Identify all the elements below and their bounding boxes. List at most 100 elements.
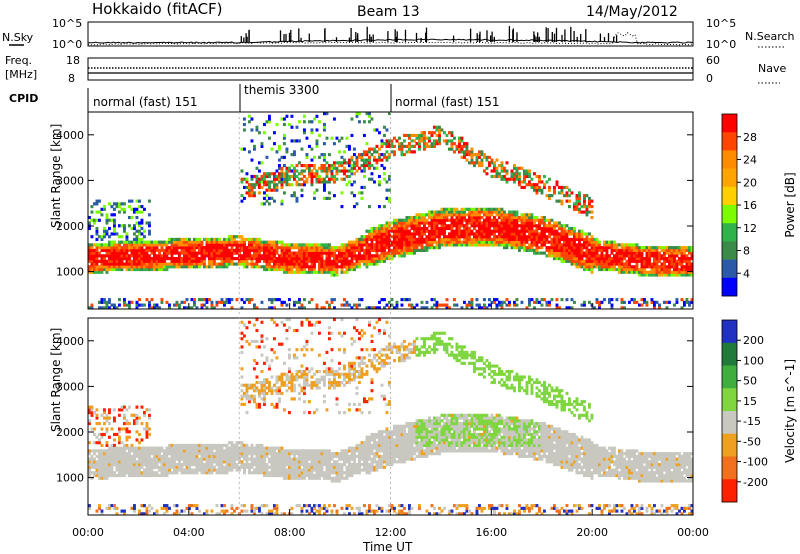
- heatmap-cell: [520, 235, 524, 239]
- heatmap-cell: [348, 267, 351, 272]
- heatmap-cell: [640, 257, 644, 261]
- heatmap-cell: [138, 460, 141, 464]
- heatmap-cell: [95, 435, 99, 439]
- heatmap-cell: [588, 237, 591, 241]
- heatmap-cell: [203, 452, 206, 456]
- heatmap-cell: [155, 267, 159, 272]
- heatmap-cell: [653, 262, 656, 266]
- heatmap-cell: [468, 210, 471, 214]
- heatmap-cell: [258, 169, 261, 173]
- heatmap-cell: [375, 246, 379, 250]
- heatmap-cell: [525, 172, 529, 176]
- heatmap-cell: [563, 224, 566, 228]
- heatmap-cell: [573, 237, 576, 241]
- heatmap-cell: [485, 215, 489, 220]
- heatmap-cell: [460, 232, 464, 236]
- heatmap-cell: [155, 471, 159, 475]
- heatmap-cell: [505, 177, 509, 181]
- heatmap-cell: [293, 194, 296, 198]
- heatmap-cell: [103, 248, 106, 252]
- heatmap-cell: [140, 246, 144, 250]
- heatmap-cell: [125, 443, 129, 447]
- heatmap-cell: [180, 463, 184, 467]
- heatmap-cell: [553, 226, 556, 231]
- colorbar-swatch: [722, 259, 737, 279]
- heatmap-cell: [393, 306, 396, 310]
- heatmap-cell: [280, 251, 284, 255]
- heatmap-cell: [328, 259, 331, 263]
- heatmap-cell: [573, 300, 576, 304]
- heatmap-cell: [110, 504, 114, 508]
- heatmap-cell: [493, 215, 496, 220]
- heatmap-cell: [498, 226, 501, 231]
- heatmap-cell: [220, 449, 224, 453]
- heatmap-cell: [365, 150, 369, 154]
- heatmap-cell: [390, 257, 394, 261]
- heatmap-cell: [225, 248, 229, 252]
- heatmap-cell: [130, 262, 134, 266]
- heatmap-cell: [278, 172, 281, 176]
- heatmap-cell: [353, 243, 356, 247]
- heatmap-cell: [253, 265, 256, 269]
- heatmap-cell: [263, 259, 266, 263]
- heatmap-cell: [448, 226, 451, 231]
- heatmap-cell: [643, 248, 646, 252]
- heatmap-cell: [333, 166, 336, 170]
- heatmap-cell: [460, 144, 464, 148]
- heatmap-cell: [270, 265, 274, 269]
- heatmap-cell: [580, 303, 584, 307]
- heatmap-cell: [403, 235, 406, 239]
- heatmap-cell: [205, 512, 209, 516]
- heatmap-cell: [570, 243, 574, 247]
- heatmap-cell: [625, 259, 629, 263]
- heatmap-cell: [598, 265, 601, 269]
- heatmap-cell: [568, 188, 571, 192]
- heatmap-cell: [428, 144, 431, 148]
- heatmap-cell: [183, 259, 186, 263]
- heatmap-cell: [303, 246, 306, 250]
- heatmap-cell: [438, 218, 441, 222]
- heatmap-cell: [380, 158, 384, 162]
- heatmap-cell: [518, 166, 521, 170]
- heatmap-cell: [270, 306, 274, 310]
- heatmap-cell: [248, 262, 251, 266]
- heatmap-cell: [408, 251, 411, 255]
- heatmap-cell: [433, 226, 436, 231]
- heatmap-cell: [333, 180, 336, 184]
- heatmap-cell: [150, 471, 154, 475]
- heatmap-cell: [163, 251, 166, 255]
- heatmap-cell: [300, 267, 304, 272]
- heatmap-cell: [323, 188, 326, 192]
- heatmap-cell: [140, 421, 144, 426]
- heatmap-cell: [638, 303, 641, 307]
- heatmap-cell: [378, 259, 381, 263]
- heatmap-cell: [145, 254, 149, 258]
- heatmap-cell: [288, 257, 291, 261]
- heatmap-cell: [108, 452, 111, 456]
- heatmap-cell: [603, 265, 606, 269]
- heatmap-cell: [273, 188, 276, 192]
- heatmap-cell: [535, 251, 539, 255]
- heatmap-cell: [133, 419, 136, 423]
- heatmap-cell: [473, 243, 476, 247]
- heatmap-cell: [493, 207, 496, 211]
- heatmap-cell: [548, 246, 551, 250]
- heatmap-cell: [385, 246, 389, 250]
- heatmap-cell: [443, 139, 446, 143]
- heatmap-cell: [615, 248, 619, 252]
- heatmap-cell: [173, 468, 176, 472]
- heatmap-cell: [320, 248, 324, 252]
- heatmap-cell: [570, 232, 574, 236]
- heatmap-cell: [193, 446, 196, 450]
- heatmap-cell: [133, 506, 136, 510]
- heatmap-cell: [165, 473, 169, 478]
- heatmap-cell: [445, 243, 449, 247]
- heatmap-cell: [390, 243, 394, 247]
- heatmap-cell: [153, 473, 156, 478]
- heatmap-cell: [265, 240, 269, 244]
- heatmap-cell: [155, 463, 159, 467]
- heatmap-cell: [183, 446, 186, 450]
- heatmap-cell: [105, 463, 109, 467]
- heatmap-cell: [465, 158, 469, 162]
- heatmap-cell: [293, 174, 296, 179]
